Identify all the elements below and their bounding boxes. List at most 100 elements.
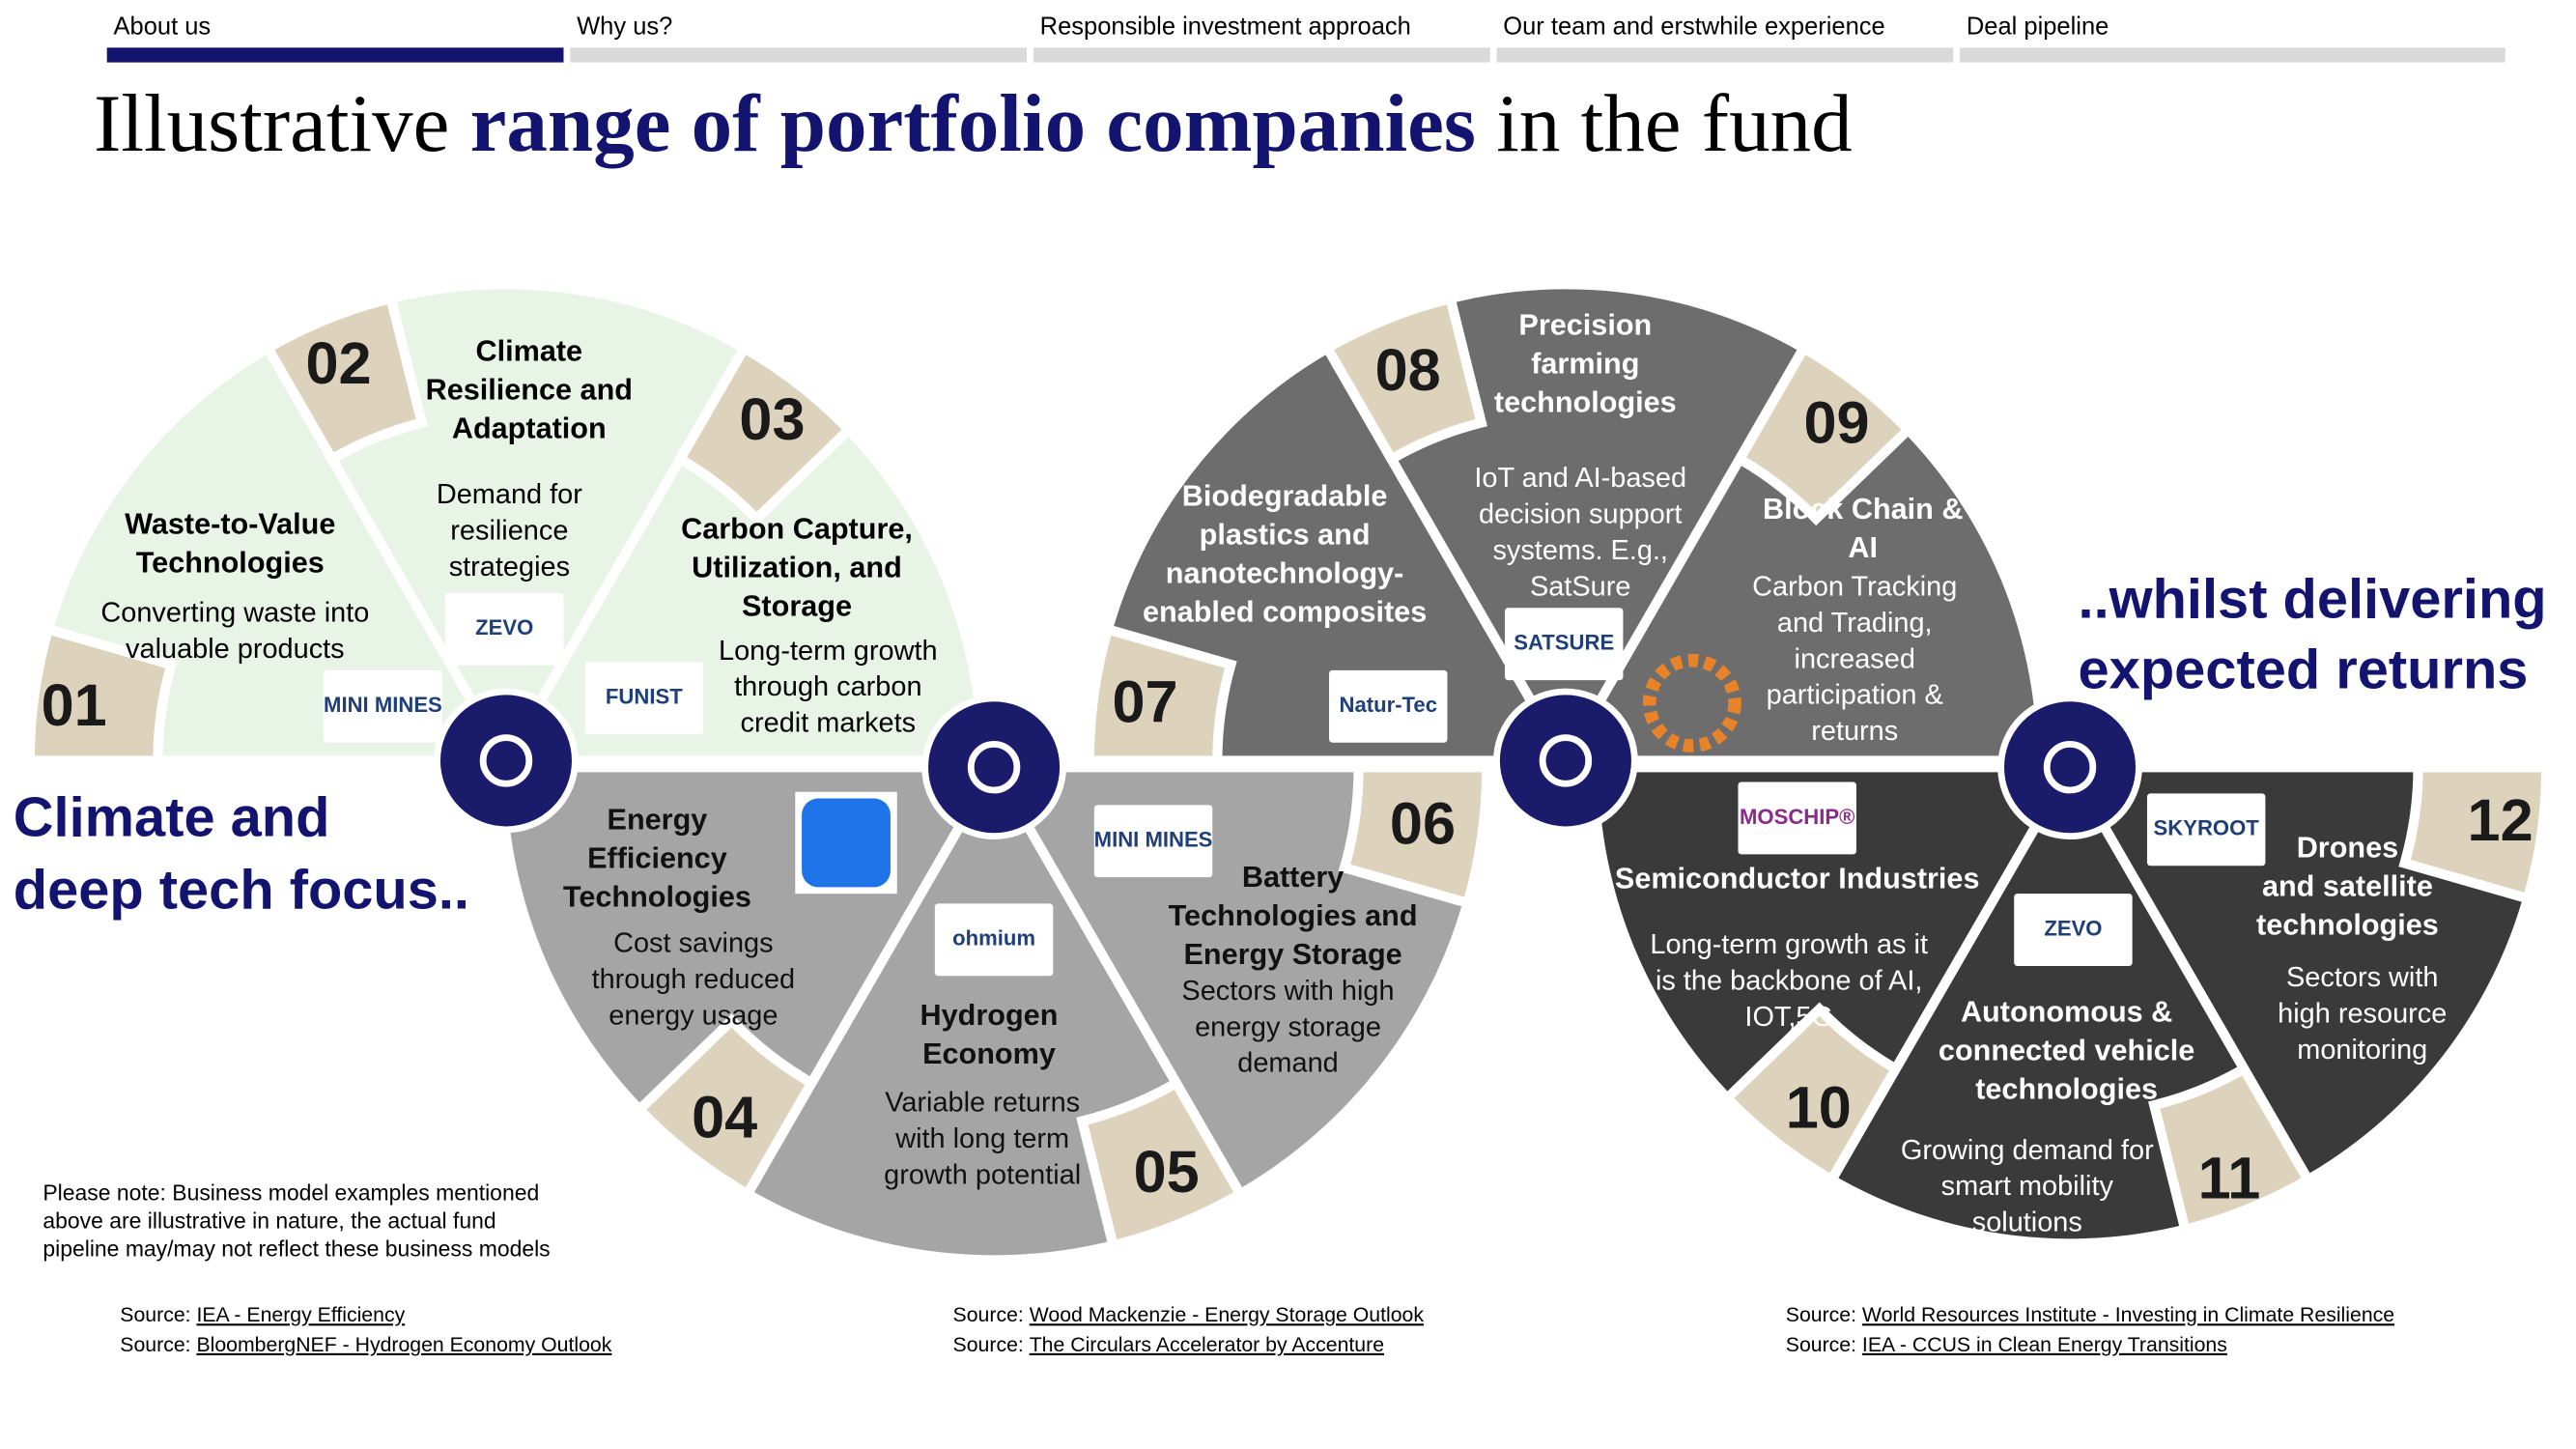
source-link[interactable]: BloombergNEF - Hydrogen Economy Outlook — [196, 1332, 611, 1355]
source-label: Source: — [120, 1303, 190, 1326]
wheels — [24, 279, 2552, 1265]
segment-description: IOT,5G — [1744, 1002, 1833, 1033]
segment-description: resilience — [450, 516, 568, 547]
segment-title: technologies — [1975, 1072, 2158, 1105]
source: Source: World Resources Institute - Inve… — [1786, 1303, 2394, 1326]
source: Source: Wood Mackenzie - Energy Storage … — [953, 1303, 1425, 1326]
segment-title: Battery — [1242, 861, 1344, 894]
logo-box — [1093, 805, 1213, 878]
logo-box — [934, 903, 1054, 977]
number-tab — [1338, 762, 1492, 910]
segment-description: decision support — [1479, 499, 1683, 530]
segment-number: 08 — [1375, 337, 1441, 403]
logo: SKYROOT — [2154, 816, 2260, 840]
logo-icon — [1642, 653, 1741, 753]
hub — [921, 695, 1066, 840]
source-link[interactable]: World Resources Institute - Investing in… — [1862, 1303, 2394, 1326]
segment-description: energy usage — [609, 1000, 778, 1031]
segment-description: returns — [1811, 716, 1898, 747]
segment-title: Carbon Capture, — [681, 512, 913, 545]
segment-number: 03 — [739, 386, 805, 452]
source-label: Source: — [953, 1332, 1024, 1355]
segment-title: Adaptation — [452, 412, 607, 445]
segment-title: plastics and — [1200, 518, 1371, 551]
logo: FUNIST — [606, 685, 683, 709]
logo-box — [2146, 793, 2266, 867]
number-tab — [673, 341, 856, 526]
logo-box — [1329, 669, 1448, 743]
nav-tab[interactable]: Deal pipeline — [1967, 14, 2109, 41]
segment-title: Block Chain & — [1763, 493, 1964, 526]
segment-number: 04 — [692, 1085, 757, 1151]
source-link[interactable]: IEA - Energy Efficiency — [196, 1303, 405, 1326]
segment-title: AI — [1848, 531, 1878, 564]
segment-title: Climate — [475, 335, 582, 368]
segment-description: demand — [1237, 1048, 1338, 1079]
nav-tab[interactable]: About us — [114, 14, 212, 41]
segment-description: valuable products — [126, 634, 345, 665]
left-text: deep tech focus.. — [14, 859, 469, 921]
segment-description: smart mobility — [1941, 1171, 2114, 1202]
logo: ZEVO — [475, 615, 533, 639]
nav-bar — [106, 47, 564, 63]
segment-title: Autonomous & — [1961, 995, 2172, 1028]
segment-title: Energy Storage — [1183, 938, 1401, 971]
source-label: Source: — [1786, 1303, 1856, 1326]
segment-description: systems. E.g., — [1492, 535, 1668, 566]
segment-number: 07 — [1112, 668, 1177, 734]
hub-icon — [479, 734, 533, 787]
segment-description: Growing demand for — [1901, 1135, 2154, 1166]
segment-description: Sectors with high — [1181, 976, 1394, 1007]
hub-icon — [2043, 741, 2097, 794]
segment-title: technologies — [1494, 385, 1677, 418]
nav-tab[interactable]: Why us? — [577, 14, 672, 41]
segment-description: Cost savings — [613, 928, 773, 959]
segment-description: Variable returns — [885, 1087, 1080, 1118]
segment-number: 11 — [2198, 1146, 2261, 1211]
logo: Natur-Tec — [1339, 693, 1436, 717]
nav-bar — [1496, 47, 1954, 63]
source-link[interactable]: Wood Mackenzie - Energy Storage Outlook — [1030, 1303, 1425, 1326]
segment-number: 02 — [305, 330, 371, 396]
logo-box — [1504, 608, 1624, 681]
source: Source: The Circulars Accelerator by Acc… — [953, 1332, 1384, 1355]
segment-description: monitoring — [2297, 1035, 2427, 1065]
segment-description: increased — [1795, 643, 1915, 674]
logo-box — [1738, 781, 1856, 855]
nav-tab[interactable]: Our team and erstwhile experience — [1503, 14, 1884, 41]
note: pipeline may/may not reflect these busin… — [42, 1236, 550, 1261]
source-link[interactable]: The Circulars Accelerator by Accenture — [1030, 1332, 1384, 1355]
segment-description: energy storage — [1195, 1011, 1381, 1042]
segment-title: Technologies and — [1169, 899, 1418, 932]
source: Source: IEA - Energy Efficiency — [120, 1303, 405, 1326]
title-start: Illustrative — [94, 78, 449, 169]
hub — [1997, 695, 2142, 840]
segment-title: Efficiency — [587, 841, 727, 874]
segment-title: and satellite — [2262, 869, 2433, 902]
number-tab — [1320, 292, 1487, 467]
segment-description: through carbon — [734, 671, 921, 702]
segment-title: Waste-to-Value — [125, 507, 335, 540]
segment-description: and Trading, — [1777, 608, 1933, 639]
segment-description: Long-term growth as it — [1650, 929, 1928, 960]
number-tab — [24, 623, 178, 766]
segment-title: Energy — [608, 803, 708, 836]
source-label: Source: — [953, 1303, 1024, 1326]
nav-bar — [570, 47, 1028, 63]
logo-box — [584, 662, 704, 735]
segment-title: farming — [1531, 347, 1639, 380]
note: Please note: Business model examples men… — [42, 1179, 539, 1205]
segment-title: Semiconductor Industries — [1615, 863, 1980, 895]
source-link[interactable]: IEA - CCUS in Clean Energy Transitions — [1862, 1332, 2227, 1355]
number-tab — [1084, 623, 1237, 766]
segment-title: Utilization, and — [692, 551, 902, 583]
note: above are illustrative in nature, the ac… — [42, 1208, 495, 1233]
segment-title: enabled composites — [1143, 595, 1427, 628]
hub-icon — [1539, 734, 1593, 787]
nav-bar — [1033, 47, 1490, 63]
logo-icon — [802, 798, 891, 888]
segment-title: Storage — [742, 589, 852, 622]
segment-title: connected vehicle — [1939, 1034, 2194, 1066]
nav-tab[interactable]: Responsible investment approach — [1040, 14, 1411, 41]
